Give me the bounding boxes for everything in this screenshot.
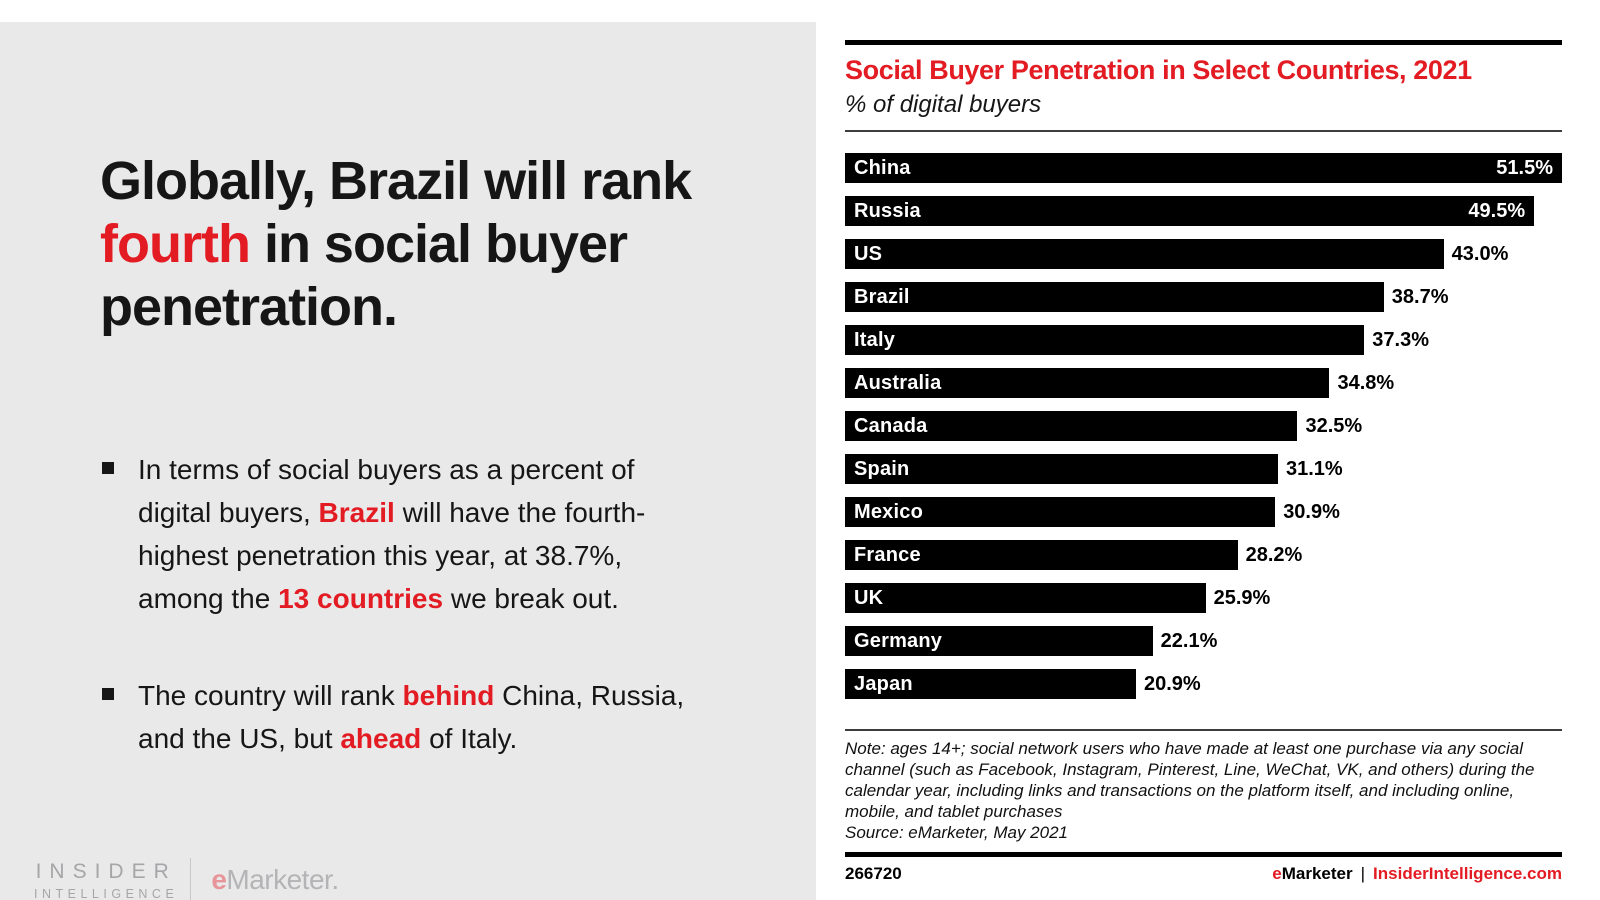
bar-value-label: 32.5% [1305,414,1363,437]
chart-source: Source: eMarketer, May 2021 [845,822,1069,842]
bar-value-label: 22.1% [1160,629,1218,652]
footer-site-link[interactable]: InsiderIntelligence.com [1373,863,1562,883]
bullet-text: In terms of social buyers as a percent o… [138,454,646,614]
bar-row: Brazil 38.7% [845,282,1562,312]
bar-row: Mexico 30.9% [845,497,1562,527]
bar-row: Australia 34.8% [845,368,1562,398]
note-divider-rule [845,729,1562,731]
bar-row: Germany 22.1% [845,626,1562,656]
bar-value-label: 38.7% [1391,285,1449,308]
brand-logos: INSIDER INTELLIGENCE eMarketer. [34,858,339,900]
chart-panel: Social Buyer Penetration in Select Count… [845,40,1562,884]
chart-header-rule [845,130,1562,132]
bar: Canada [845,411,1298,441]
bar-country-label: Canada [854,414,928,437]
emarketer-logo-e: e [211,864,227,895]
chart-top-rule [845,40,1562,45]
insider-intelligence-logo: INSIDER INTELLIGENCE [34,860,178,900]
bar-row: Italy 37.3% [845,325,1562,355]
bar-country-label: Russia [854,199,921,222]
bar-value-label: 30.9% [1283,500,1340,523]
chart-footer: 266720 eMarketer | InsiderIntelligence.com [845,864,1562,884]
page-title: Globally, Brazil will rank fourth in soc… [100,150,700,339]
bar-value-label: 25.9% [1213,586,1271,609]
headline-pre: Globally, Brazil will rank [100,151,692,211]
bar: Spain [845,454,1278,484]
list-item: In terms of social buyers as a percent o… [102,448,712,620]
emarketer-logo: eMarketer. [211,864,339,896]
headline-highlight: fourth [100,214,251,274]
bar: Germany [845,626,1153,656]
footer-brand-e: e [1272,863,1282,883]
bar-country-label: UK [854,586,884,609]
bar-country-label: China [854,156,911,179]
bar-country-label: Australia [854,371,942,394]
bar: UK [845,583,1206,613]
bar-country-label: Italy [854,328,896,351]
bar-row: US 43.0% [845,239,1562,269]
bar: France [845,540,1238,570]
list-item: The country will rank behind China, Russ… [102,674,712,760]
key-points-list: In terms of social buyers as a percent o… [102,448,712,814]
bar-country-label: Mexico [854,500,924,523]
bar-country-label: Japan [854,672,913,695]
bar-value-label: 31.1% [1285,457,1343,480]
footer-brand: eMarketer | InsiderIntelligence.com [1272,864,1562,884]
footer-brand-rest: Marketer [1281,863,1353,883]
bar-country-label: US [854,242,883,265]
bar: Russia 49.5% [845,196,1535,226]
bar-country-label: Spain [854,457,910,480]
headline-post: in social buyer penetration. [100,214,628,337]
left-text-panel: Globally, Brazil will rank fourth in soc… [0,22,816,900]
bar: Italy [845,325,1365,355]
bar-value-label: 37.3% [1372,328,1430,351]
bar-row: Russia 49.5% [845,196,1562,226]
bar-value-label: 43.0% [1451,242,1509,265]
bar-country-label: France [854,543,921,566]
insider-logo-line1: INSIDER [35,859,177,883]
bar: China 51.5% [845,153,1562,183]
logo-divider [190,858,192,900]
bar-row: Spain 31.1% [845,454,1562,484]
bar-row: Japan 20.9% [845,669,1562,699]
bar-row: China 51.5% [845,153,1562,183]
bar: Mexico [845,497,1276,527]
bullet-text: The country will rank behind China, Russ… [138,680,685,754]
bar-row: Canada 32.5% [845,411,1562,441]
bullet-square-icon [102,688,114,700]
chart-note: Note: ages 14+; social network users who… [845,738,1535,821]
bar: Japan [845,669,1136,699]
bar-value-label: 51.5% [1496,156,1553,179]
bar-value-label: 34.8% [1337,371,1395,394]
emarketer-logo-rest: Marketer. [226,864,339,895]
footer-separator: | [1360,863,1366,883]
bar-chart: China 51.5% Russia 49.5% US 43.0% Brazil 38.7% I… [845,153,1562,699]
insider-logo-line2: INTELLIGENCE [34,886,179,900]
chart-bottom-rule [845,851,1562,857]
bar-row: France 28.2% [845,540,1562,570]
bullet-square-icon [102,462,114,474]
bar: Brazil [845,282,1384,312]
bar-row: UK 25.9% [845,583,1562,613]
bar: Australia [845,368,1330,398]
chart-id: 266720 [845,863,902,883]
chart-title: Social Buyer Penetration in Select Count… [845,55,1472,85]
chart-subtitle: % of digital buyers [845,91,1042,118]
bar-country-label: Germany [854,629,943,652]
bar-value-label: 49.5% [1468,199,1526,222]
bar-value-label: 28.2% [1245,543,1303,566]
bar: US [845,239,1444,269]
bar-value-label: 20.9% [1143,672,1201,695]
bar-country-label: Brazil [854,285,910,308]
